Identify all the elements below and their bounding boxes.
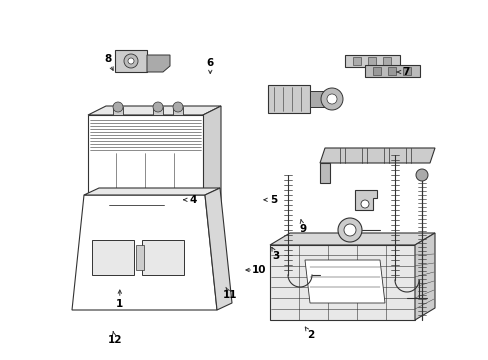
Text: 2: 2 (306, 330, 313, 340)
Circle shape (124, 54, 138, 68)
Bar (115, 50, 147, 72)
Text: 12: 12 (107, 335, 122, 345)
Bar (113, 107, 123, 115)
Circle shape (113, 102, 123, 112)
Text: 1: 1 (116, 299, 123, 309)
Polygon shape (319, 148, 434, 163)
Polygon shape (319, 163, 329, 183)
Text: 11: 11 (222, 290, 237, 300)
Circle shape (326, 94, 336, 104)
Polygon shape (269, 233, 434, 245)
Polygon shape (305, 260, 384, 303)
Bar (367, 57, 375, 65)
Bar (92, 240, 134, 275)
Bar (387, 67, 395, 75)
Bar (352, 57, 360, 65)
Polygon shape (72, 195, 217, 310)
Circle shape (360, 200, 368, 208)
Circle shape (337, 218, 361, 242)
Polygon shape (354, 190, 376, 210)
Bar (142, 240, 183, 275)
Bar (345, 55, 399, 67)
Circle shape (320, 88, 342, 110)
Bar (136, 245, 143, 270)
Bar (372, 67, 380, 75)
Circle shape (153, 102, 163, 112)
Polygon shape (88, 106, 221, 115)
Bar (364, 65, 419, 77)
Circle shape (343, 224, 355, 236)
Polygon shape (147, 55, 170, 72)
Bar (88, 115, 203, 225)
Text: 5: 5 (270, 195, 277, 205)
Bar (153, 107, 163, 115)
Polygon shape (414, 233, 434, 320)
Circle shape (415, 169, 427, 181)
Circle shape (173, 102, 183, 112)
Circle shape (128, 58, 134, 64)
Bar (173, 107, 183, 115)
Text: 9: 9 (299, 224, 306, 234)
Text: 3: 3 (272, 251, 279, 261)
Text: 10: 10 (251, 265, 266, 275)
Bar (267, 85, 309, 113)
Polygon shape (204, 188, 231, 310)
Bar (309, 91, 331, 107)
Text: 6: 6 (206, 58, 213, 68)
Polygon shape (269, 245, 414, 320)
Bar (402, 67, 410, 75)
Text: 8: 8 (104, 54, 111, 64)
Text: 7: 7 (401, 67, 409, 77)
Polygon shape (84, 188, 220, 195)
Bar (382, 57, 390, 65)
Text: 4: 4 (189, 195, 197, 205)
Polygon shape (203, 106, 221, 225)
